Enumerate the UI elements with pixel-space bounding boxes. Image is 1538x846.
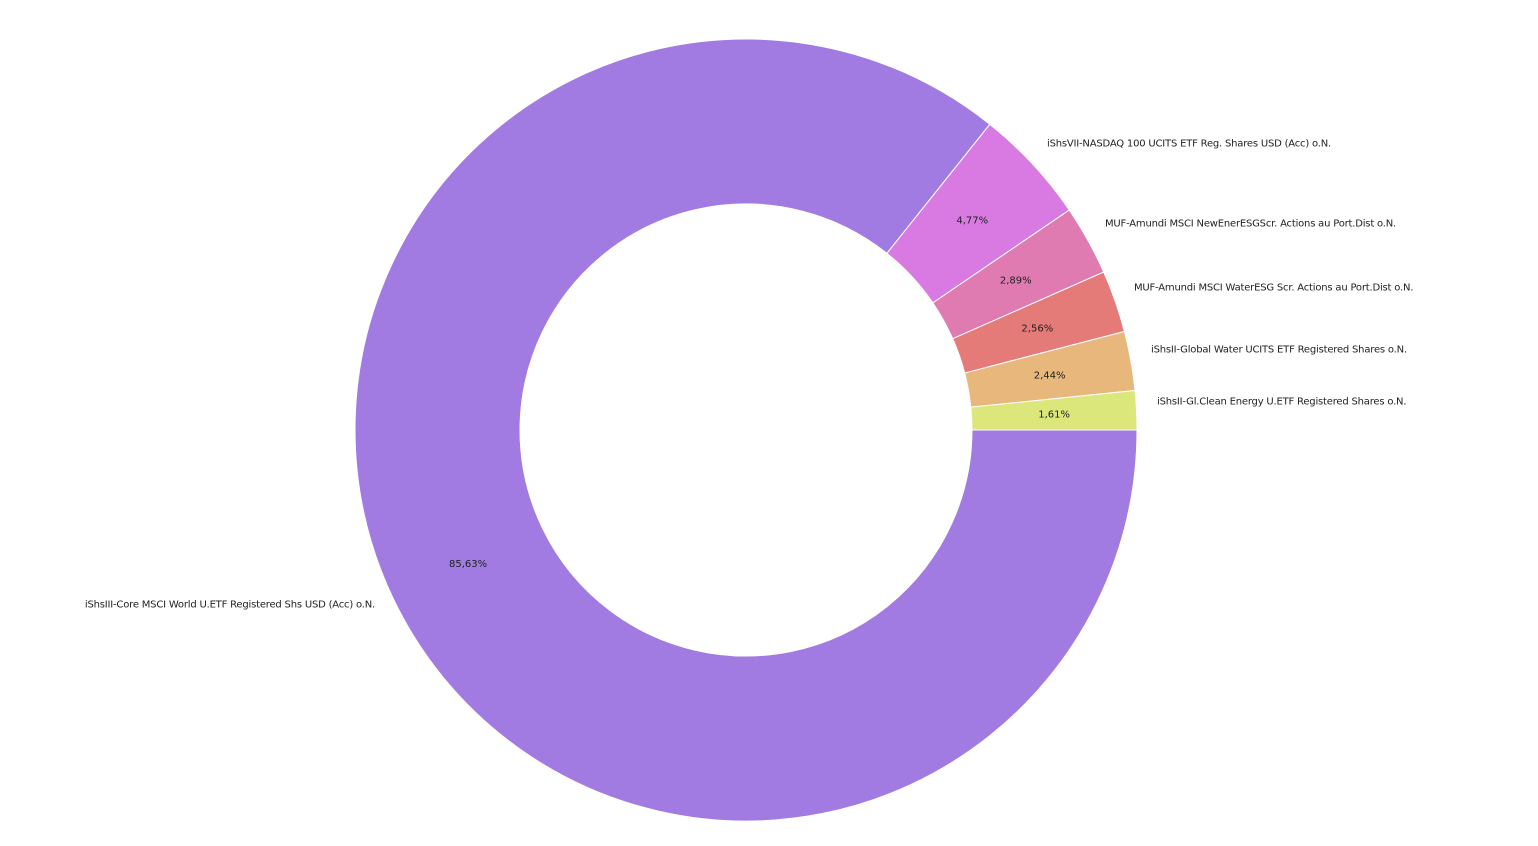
slice-value-label-0: 85,63%	[449, 559, 487, 570]
slice-label-2: MUF-Amundi MSCI NewEnerESGScr. Actions a…	[1105, 218, 1397, 230]
slice-value-label-1: 4,77%	[956, 215, 988, 226]
slice-label-0: iShsIII-Core MSCI World U.ETF Registered…	[84, 599, 375, 611]
slice-label-3: MUF-Amundi MSCI WaterESG Scr. Actions au…	[1134, 282, 1414, 294]
donut-slice-5[interactable]	[970, 389, 1138, 431]
slice-value-label-5: 1,61%	[1038, 409, 1070, 420]
slice-value-label-2: 2,89%	[1000, 275, 1032, 286]
donut-slice-0[interactable]	[354, 38, 1138, 822]
slice-value-label-4: 2,44%	[1034, 370, 1066, 381]
slice-label-1: iShsVII-NASDAQ 100 UCITS ETF Reg. Shares…	[1047, 138, 1332, 150]
slice-value-label-3: 2,56%	[1021, 324, 1053, 335]
slice-label-5: iShsII-Gl.Clean Energy U.ETF Registered …	[1157, 396, 1407, 408]
slice-label-4: iShsII-Global Water UCITS ETF Registered…	[1151, 344, 1407, 356]
